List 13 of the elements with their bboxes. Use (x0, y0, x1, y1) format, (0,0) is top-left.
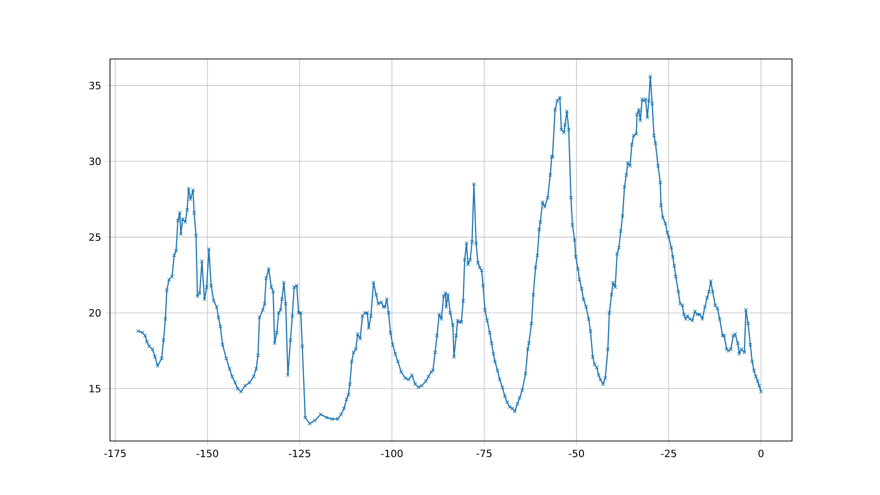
x-tick-label: -75 (476, 450, 492, 458)
y-tick-label: 35 (89, 82, 100, 90)
x-tick-label: -175 (104, 450, 126, 458)
x-tick-label: -100 (381, 450, 403, 458)
x-tick-label: -125 (288, 450, 310, 458)
y-tick-label: 25 (89, 233, 100, 241)
x-tick-label: -50 (568, 450, 584, 458)
x-tick-label: 0 (758, 450, 764, 458)
x-tick-label: -150 (196, 450, 218, 458)
y-tick-label: 15 (90, 384, 100, 392)
x-tick-label: -25 (661, 450, 676, 458)
y-tick-label: 20 (89, 309, 101, 317)
y-tick-label: 30 (89, 158, 101, 166)
